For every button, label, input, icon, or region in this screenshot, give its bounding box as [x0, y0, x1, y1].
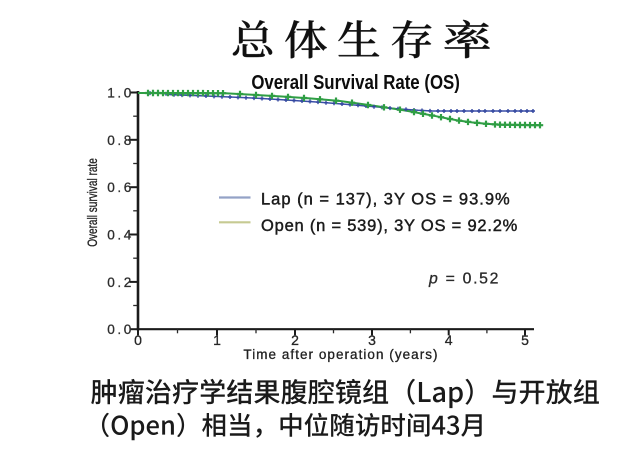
svg-text:0: 0: [134, 332, 142, 348]
svg-text:2: 2: [291, 332, 299, 348]
svg-text:0.8: 0.8: [107, 133, 134, 148]
svg-text:0.6: 0.6: [107, 180, 134, 195]
svg-text:p = 0.52: p = 0.52: [428, 271, 500, 288]
svg-text:Time after operation (years): Time after operation (years): [243, 347, 438, 362]
svg-text:Lap (n = 137), 3Y OS = 93.9%: Lap (n = 137), 3Y OS = 93.9%: [261, 191, 511, 209]
svg-text:Overall Survival Rate (OS): Overall Survival Rate (OS): [251, 70, 460, 93]
svg-text:1: 1: [213, 332, 221, 348]
svg-text:0.4: 0.4: [107, 228, 134, 243]
svg-text:Overall survival rate: Overall survival rate: [85, 158, 101, 247]
svg-text:0.0: 0.0: [107, 322, 134, 337]
svg-text:1.0: 1.0: [107, 86, 134, 101]
svg-text:4: 4: [445, 332, 453, 348]
svg-text:3: 3: [368, 332, 376, 348]
svg-text:0.2: 0.2: [107, 275, 134, 290]
svg-text:5: 5: [521, 332, 529, 348]
svg-text:Open (n = 539), 3Y OS = 92.2%: Open (n = 539), 3Y OS = 92.2%: [261, 217, 518, 235]
